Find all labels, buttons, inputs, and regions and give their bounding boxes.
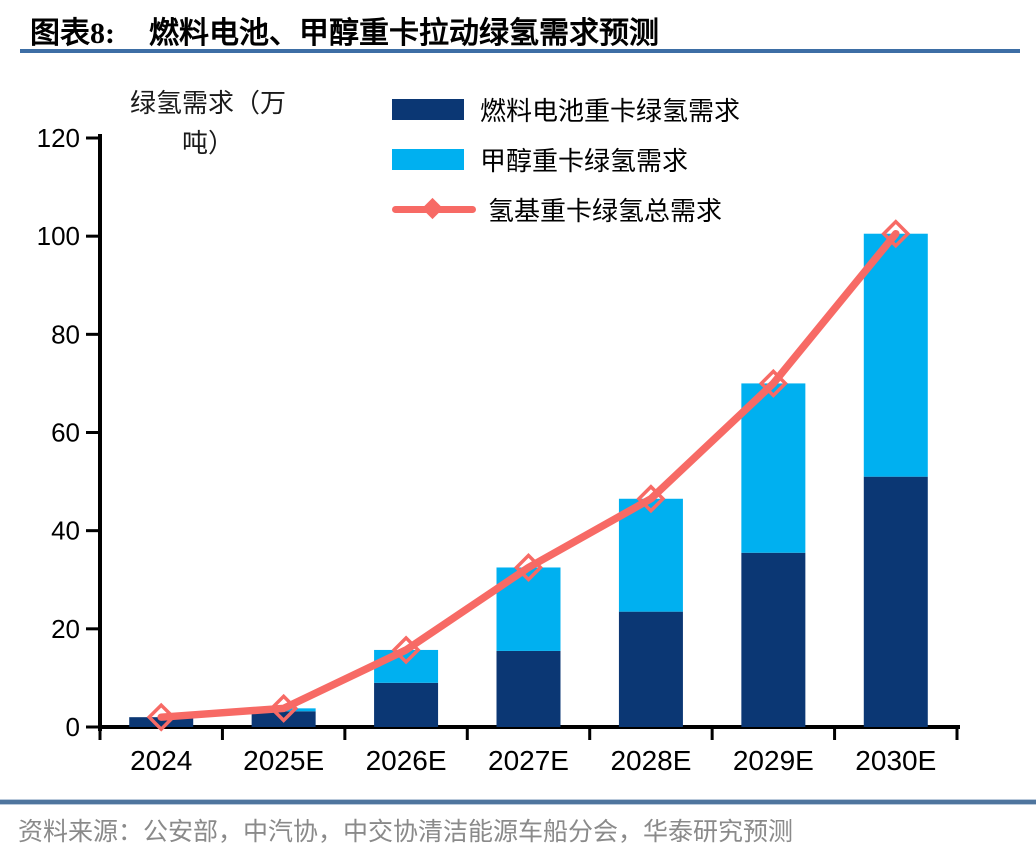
y-tick-label: 40 bbox=[51, 516, 80, 546]
x-tick-label: 2026E bbox=[366, 745, 447, 776]
source-attribution: 资料来源：公安部，中汽协，中交协清洁能源车船分会，华泰研究预测 bbox=[18, 819, 794, 846]
y-tick bbox=[86, 431, 98, 434]
chart-canvas: 0 20 40 60 80 100 120 2024 2025E 2026E 2027E 2028E 2… bbox=[37, 123, 960, 776]
bar-segment-fuel-cell bbox=[618, 611, 683, 727]
line-marker-diamond-icon bbox=[881, 219, 911, 249]
legend-line-swatch-icon bbox=[392, 197, 476, 219]
y-tick-label: 60 bbox=[51, 418, 80, 448]
bar-segment-methanol bbox=[374, 649, 439, 683]
x-tick-label: 2025E bbox=[243, 745, 324, 776]
bar-segment-fuel-cell bbox=[863, 476, 928, 727]
legend-item-fuel-cell: 燃料电池重卡绿氢需求 bbox=[392, 97, 740, 126]
bar-segment-fuel-cell bbox=[741, 552, 806, 727]
line-marker-diamond-icon bbox=[514, 552, 543, 582]
y-tick-label: 120 bbox=[37, 123, 80, 153]
legend-label-fuel-cell: 燃料电池重卡绿氢需求 bbox=[480, 96, 741, 126]
y-tick-label: 0 bbox=[66, 712, 80, 742]
y-tick bbox=[86, 627, 98, 631]
legend-item-methanol: 甲醇重卡绿氢需求 bbox=[392, 147, 740, 176]
legend: 燃料电池重卡绿氢需求 甲醇重卡绿氢需求 氢基重卡绿氢总需求 bbox=[392, 97, 740, 248]
x-tick-label: 2030E bbox=[855, 745, 936, 776]
x-tick-label: 2024 bbox=[130, 745, 192, 776]
chart-number-label: 图表8: bbox=[30, 17, 115, 50]
x-tick bbox=[98, 729, 102, 740]
y-tick bbox=[86, 529, 98, 533]
bar-segment-methanol bbox=[863, 233, 928, 477]
bar-segment-methanol bbox=[741, 383, 806, 553]
y-axis-title: 绿氢需求（万 吨） bbox=[108, 84, 308, 164]
legend-label-methanol: 甲醇重卡绿氢需求 bbox=[480, 146, 689, 176]
bar-segment-methanol bbox=[618, 498, 683, 612]
line-marker-diamond-icon bbox=[269, 693, 299, 723]
y-axis-title-line2: 吨） bbox=[181, 129, 234, 158]
total-demand-line bbox=[157, 229, 900, 721]
bar-segment-fuel-cell bbox=[374, 682, 439, 727]
x-tick bbox=[710, 729, 714, 740]
legend-item-total-line: 氢基重卡绿氢总需求 bbox=[392, 197, 740, 226]
line-marker-diamond-icon bbox=[636, 484, 666, 514]
bar-segment-fuel-cell bbox=[496, 650, 561, 727]
diamond-marker-icon bbox=[421, 197, 444, 219]
legend-swatch-methanol-icon bbox=[392, 148, 464, 170]
y-tick bbox=[86, 332, 98, 336]
chart-title: 燃料电池、甲醇重卡拉动绿氢需求预测 bbox=[149, 17, 659, 50]
y-tick bbox=[86, 234, 98, 238]
x-tick bbox=[343, 729, 347, 740]
y-tick bbox=[86, 136, 98, 140]
y-tick-label: 80 bbox=[51, 319, 80, 349]
chart-title-row: 图表8: 燃料电池、甲醇重卡拉动绿氢需求预测 bbox=[30, 8, 1020, 52]
y-tick-label: 20 bbox=[51, 614, 80, 644]
x-tick bbox=[833, 729, 837, 740]
y-axis-line bbox=[98, 134, 102, 731]
title-divider bbox=[20, 49, 1020, 53]
x-tick bbox=[955, 729, 959, 740]
line-marker-diamond-icon bbox=[758, 368, 788, 398]
line-marker-diamond-icon bbox=[146, 702, 176, 732]
legend-label-total: 氢基重卡绿氢总需求 bbox=[488, 196, 723, 226]
x-tick-label: 2027E bbox=[488, 745, 569, 776]
bar-segment-fuel-cell bbox=[129, 717, 194, 727]
y-tick-label: 100 bbox=[37, 221, 80, 251]
y-axis-title-line1: 绿氢需求（万 bbox=[129, 89, 286, 118]
x-tick bbox=[465, 729, 469, 740]
x-tick bbox=[588, 729, 592, 740]
x-tick-label: 2029E bbox=[733, 745, 814, 776]
line-marker-diamond-icon bbox=[391, 635, 421, 665]
x-tick bbox=[220, 729, 224, 740]
footer-divider bbox=[0, 799, 1036, 805]
x-tick-label: 2028E bbox=[610, 745, 691, 776]
legend-swatch-fuel-cell-icon bbox=[392, 98, 464, 120]
y-tick bbox=[86, 725, 98, 729]
